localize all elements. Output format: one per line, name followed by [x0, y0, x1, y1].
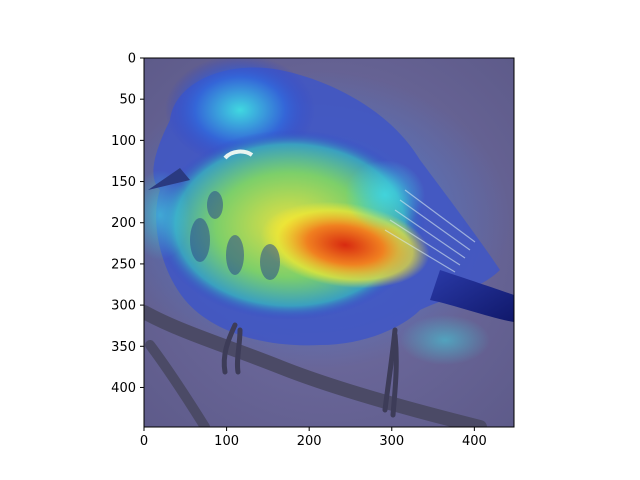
x-tick-label: 400	[462, 434, 487, 449]
bird-beak	[148, 168, 190, 190]
x-tick-label: 0	[140, 434, 148, 449]
bird-eye	[223, 149, 254, 160]
y-tick-label: 50	[119, 93, 136, 108]
x-tick-label: 300	[379, 434, 404, 449]
y-tick-label: 100	[111, 134, 136, 149]
heatmap-image	[144, 58, 514, 427]
y-tick-label: 250	[111, 257, 136, 272]
x-tick-label: 100	[214, 434, 239, 449]
x-axis: 0 100 200 300 400	[140, 427, 487, 449]
y-tick-label: 150	[111, 175, 136, 190]
x-tick-label: 200	[297, 434, 322, 449]
y-tick-label: 350	[111, 340, 136, 355]
bird-tail	[430, 270, 514, 322]
y-tick-label: 0	[128, 52, 136, 67]
y-tick-label: 300	[111, 299, 136, 314]
y-tick-label: 200	[111, 216, 136, 231]
y-tick-label: 400	[111, 381, 136, 396]
y-axis: 0 50 100 150 200 250 300 350 400	[111, 52, 144, 396]
axes-frame	[143, 57, 515, 428]
